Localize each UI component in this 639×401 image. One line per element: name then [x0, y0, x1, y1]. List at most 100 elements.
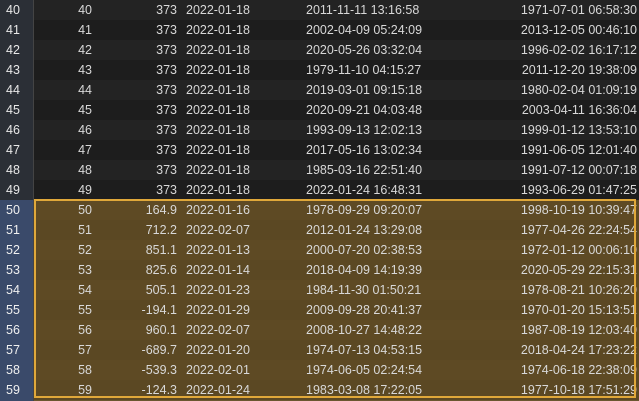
cell-datetime-a[interactable]: 2020-09-21 04:03:48	[306, 103, 423, 117]
cell-datetime-b[interactable]: 2011-12-20 19:38:09	[521, 63, 637, 77]
cell-date[interactable]: 2022-01-18	[186, 123, 250, 137]
row-number[interactable]: 42	[0, 40, 34, 61]
cell-id[interactable]: 47	[78, 143, 92, 157]
row-number[interactable]: 50	[0, 200, 34, 221]
cell-datetime-b[interactable]: 1996-02-02 16:17:12	[520, 43, 637, 57]
cell-id[interactable]: 52	[78, 243, 92, 257]
cell-date[interactable]: 2022-01-20	[186, 343, 250, 357]
table-row[interactable]: 51 51 712.2 2022-02-07 2012-01-24 13:29:08 19…	[0, 220, 639, 241]
row-number[interactable]: 58	[0, 360, 34, 381]
table-row[interactable]: 50 50 164.9 2022-01-16 1978-09-29 09:20:07 19…	[0, 200, 639, 221]
cell-id[interactable]: 57	[78, 343, 92, 357]
cell-datetime-b[interactable]: 1972-01-12 00:06:10	[520, 243, 637, 257]
row-number[interactable]: 48	[0, 160, 34, 181]
cell-value[interactable]: 825.6	[145, 263, 177, 277]
cell-id[interactable]: 40	[78, 3, 92, 17]
cell-id[interactable]: 43	[78, 63, 92, 77]
table-row[interactable]: 45 45 373 2022-01-18 2020-09-21 04:03:48 2003…	[0, 100, 639, 121]
cell-datetime-b[interactable]: 2003-04-11 16:36:04	[521, 103, 637, 117]
cell-value[interactable]: 851.1	[145, 243, 177, 257]
cell-datetime-a[interactable]: 2019-03-01 09:15:18	[306, 83, 423, 97]
cell-datetime-a[interactable]: 1993-09-13 12:02:13	[306, 123, 423, 137]
cell-id[interactable]: 56	[78, 323, 92, 337]
table-row[interactable]: 58 58 -539.3 2022-02-01 1974-06-05 02:24:54 1…	[0, 360, 639, 381]
cell-datetime-a[interactable]: 2017-05-16 13:02:34	[306, 143, 423, 157]
cell-datetime-a[interactable]: 2018-04-09 14:19:39	[306, 263, 423, 277]
cell-datetime-b[interactable]: 1977-04-26 22:24:54	[520, 223, 637, 237]
cell-value[interactable]: -124.3	[141, 383, 177, 397]
cell-datetime-a[interactable]: 2011-11-11 13:16:58	[306, 3, 420, 17]
table-row[interactable]: 59 59 -124.3 2022-01-24 1983-03-08 17:22:05 1…	[0, 380, 639, 401]
cell-date[interactable]: 2022-01-18	[186, 143, 250, 157]
row-number[interactable]: 46	[0, 120, 34, 141]
cell-value[interactable]: 373	[156, 123, 177, 137]
row-number[interactable]: 49	[0, 180, 34, 201]
cell-id[interactable]: 42	[78, 43, 92, 57]
cell-id[interactable]: 53	[78, 263, 92, 277]
cell-date[interactable]: 2022-02-01	[186, 363, 250, 377]
cell-value[interactable]: 373	[156, 103, 177, 117]
cell-date[interactable]: 2022-01-16	[186, 203, 250, 217]
cell-datetime-a[interactable]: 2022-01-24 16:48:31	[306, 183, 423, 197]
cell-datetime-b[interactable]: 1980-02-04 01:09:19	[520, 83, 637, 97]
row-number[interactable]: 47	[0, 140, 34, 161]
cell-datetime-a[interactable]: 1979-11-10 04:15:27	[306, 63, 422, 77]
cell-datetime-b[interactable]: 2020-05-29 22:15:31	[520, 263, 637, 277]
cell-datetime-b[interactable]: 1993-06-29 01:47:25	[520, 183, 637, 197]
cell-value[interactable]: 164.9	[145, 203, 177, 217]
cell-id[interactable]: 50	[78, 203, 92, 217]
cell-id[interactable]: 55	[78, 303, 92, 317]
cell-datetime-a[interactable]: 1985-03-16 22:51:40	[306, 163, 423, 177]
cell-id[interactable]: 51	[78, 223, 92, 237]
cell-datetime-b[interactable]: 1991-07-12 00:07:18	[520, 163, 637, 177]
cell-datetime-a[interactable]: 1974-07-13 04:53:15	[306, 343, 423, 357]
cell-date[interactable]: 2022-01-24	[186, 383, 250, 397]
cell-datetime-b[interactable]: 2013-12-05 00:46:10	[520, 23, 637, 37]
cell-value[interactable]: 373	[156, 63, 177, 77]
table-row[interactable]: 44 44 373 2022-01-18 2019-03-01 09:15:18 1980…	[0, 80, 639, 101]
table-row[interactable]: 57 57 -689.7 2022-01-20 1974-07-13 04:53:15 2…	[0, 340, 639, 361]
cell-id[interactable]: 59	[78, 383, 92, 397]
cell-id[interactable]: 41	[78, 23, 92, 37]
row-number[interactable]: 43	[0, 60, 34, 81]
table-row[interactable]: 49 49 373 2022-01-18 2022-01-24 16:48:31 1993…	[0, 180, 639, 201]
cell-id[interactable]: 45	[78, 103, 92, 117]
cell-datetime-b[interactable]: 1977-10-18 17:51:29	[520, 383, 637, 397]
row-number[interactable]: 54	[0, 280, 34, 301]
cell-datetime-b[interactable]: 1971-07-01 06:58:30	[520, 3, 637, 17]
cell-datetime-b[interactable]: 1998-10-19 10:39:47	[520, 203, 637, 217]
cell-datetime-a[interactable]: 2008-10-27 14:48:22	[306, 323, 423, 337]
cell-date[interactable]: 2022-02-07	[186, 323, 250, 337]
row-number[interactable]: 56	[0, 320, 34, 341]
cell-datetime-b[interactable]: 1978-08-21 10:26:20	[520, 283, 637, 297]
cell-id[interactable]: 48	[78, 163, 92, 177]
row-number[interactable]: 44	[0, 80, 34, 101]
table-row[interactable]: 40 40 373 2022-01-18 2011-11-11 13:16:58 1971…	[0, 0, 639, 21]
cell-value[interactable]: 373	[156, 183, 177, 197]
table-row[interactable]: 52 52 851.1 2022-01-13 2000-07-20 02:38:53 19…	[0, 240, 639, 261]
cell-value[interactable]: 505.1	[145, 283, 177, 297]
cell-datetime-b[interactable]: 1991-06-05 12:01:40	[520, 143, 637, 157]
cell-datetime-b[interactable]: 1999-01-12 13:53:10	[520, 123, 637, 137]
cell-value[interactable]: 373	[156, 23, 177, 37]
cell-date[interactable]: 2022-01-14	[186, 263, 250, 277]
cell-datetime-b[interactable]: 1987-08-19 12:03:40	[520, 323, 637, 337]
cell-datetime-a[interactable]: 1983-03-08 17:22:05	[306, 383, 423, 397]
row-number[interactable]: 53	[0, 260, 34, 281]
cell-date[interactable]: 2022-01-23	[186, 283, 250, 297]
table-row[interactable]: 48 48 373 2022-01-18 1985-03-16 22:51:40 1991…	[0, 160, 639, 181]
cell-id[interactable]: 58	[78, 363, 92, 377]
cell-date[interactable]: 2022-01-18	[186, 43, 250, 57]
table-row[interactable]: 53 53 825.6 2022-01-14 2018-04-09 14:19:39 20…	[0, 260, 639, 281]
cell-value[interactable]: 373	[156, 163, 177, 177]
cell-id[interactable]: 54	[78, 283, 92, 297]
table-row[interactable]: 42 42 373 2022-01-18 2020-05-26 03:32:04 1996…	[0, 40, 639, 61]
table-row[interactable]: 43 43 373 2022-01-18 1979-11-10 04:15:27 2011…	[0, 60, 639, 81]
cell-datetime-b[interactable]: 1970-01-20 15:13:51	[520, 303, 637, 317]
cell-datetime-a[interactable]: 1978-09-29 09:20:07	[306, 203, 423, 217]
cell-value[interactable]: 373	[156, 143, 177, 157]
cell-date[interactable]: 2022-02-07	[186, 223, 250, 237]
cell-id[interactable]: 49	[78, 183, 92, 197]
cell-datetime-a[interactable]: 2009-09-28 20:41:37	[306, 303, 423, 317]
cell-datetime-a[interactable]: 2000-07-20 02:38:53	[306, 243, 423, 257]
